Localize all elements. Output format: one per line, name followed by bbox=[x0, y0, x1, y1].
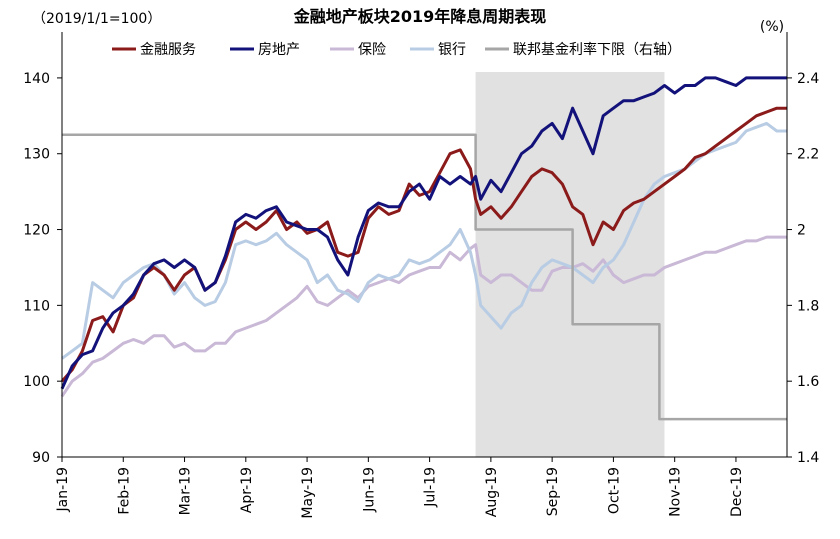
x-tick-label: Jan-19 bbox=[55, 467, 71, 512]
x-tick-label: Apr-19 bbox=[239, 467, 255, 513]
x-tick-label: Sep-19 bbox=[545, 467, 561, 516]
y2-tick-label: 2.4 bbox=[797, 71, 819, 87]
series-lines bbox=[60, 76, 787, 421]
y-tick-label: 100 bbox=[23, 374, 50, 390]
legend-label: 金融服务 bbox=[140, 42, 196, 58]
series-line bbox=[62, 133, 787, 421]
x-tick-label: Dec-19 bbox=[729, 467, 745, 517]
y2-tick-label: 1.4 bbox=[797, 450, 819, 466]
legend-label: 银行 bbox=[438, 42, 466, 58]
series-line bbox=[60, 106, 787, 383]
chart-title: 金融地产板块2019年降息周期表现 bbox=[293, 7, 547, 26]
x-tick-label: May-19 bbox=[300, 467, 316, 519]
y-tick-label: 140 bbox=[23, 71, 50, 87]
x-tick-label: Feb-19 bbox=[116, 467, 132, 515]
x-tick-label: Jul-19 bbox=[423, 467, 439, 508]
axes: 90 100 110 120 130 140 1.4 1.6 1.8 2 2.2 2.4 Jan-19 F… bbox=[23, 32, 819, 519]
series-line bbox=[60, 235, 787, 398]
y2-tick-label: 2 bbox=[797, 223, 806, 239]
x-tick-label: Aug-19 bbox=[484, 467, 500, 517]
legend: 金融服务 房地产 保险 银行 联邦基金利率下限（右轴） bbox=[112, 41, 681, 58]
y2-tick-label: 1.8 bbox=[797, 298, 819, 314]
y-tick-label: 90 bbox=[32, 450, 50, 466]
y2-tick-label: 1.6 bbox=[797, 374, 819, 390]
y-tick-label: 110 bbox=[23, 298, 50, 314]
x-tick-label: Jun-19 bbox=[361, 467, 377, 513]
legend-label: 房地产 bbox=[258, 42, 300, 58]
y-tick-label: 130 bbox=[23, 147, 50, 163]
legend-label: 联邦基金利率下限（右轴） bbox=[513, 41, 681, 58]
legend-label: 保险 bbox=[358, 42, 386, 58]
series-line bbox=[61, 121, 787, 360]
shaded-period bbox=[475, 72, 665, 457]
x-tick-label: Oct-19 bbox=[606, 467, 622, 514]
right-axis-note: (%) bbox=[760, 19, 784, 35]
left-axis-note: （2019/1/1=100） bbox=[32, 11, 161, 27]
x-tick-label: Nov-19 bbox=[668, 467, 684, 517]
series-line bbox=[60, 76, 787, 390]
y-tick-label: 120 bbox=[23, 223, 50, 239]
y2-tick-label: 2.2 bbox=[797, 147, 819, 163]
x-tick-label: Mar-19 bbox=[178, 467, 194, 515]
